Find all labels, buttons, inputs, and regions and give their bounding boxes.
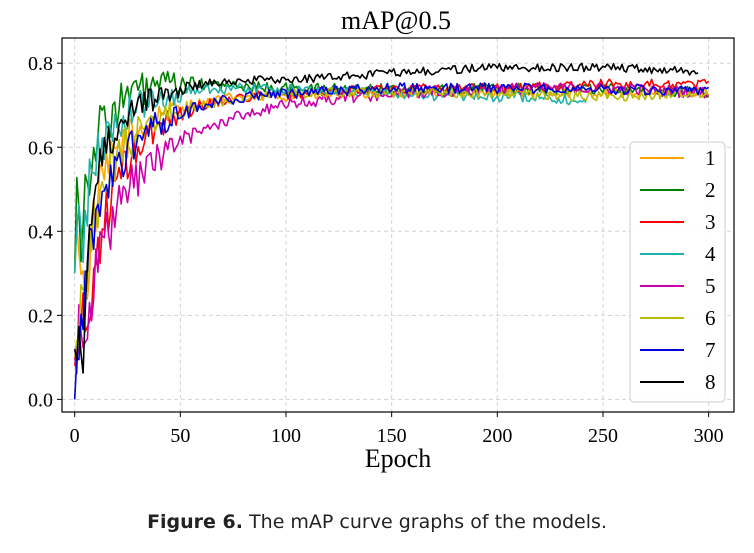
figure-caption-label: Figure 6. <box>147 511 243 533</box>
series-layer <box>73 62 710 400</box>
chart-title: mAP@0.5 <box>341 6 451 35</box>
legend-box <box>629 141 726 403</box>
series-line-7 <box>73 82 710 400</box>
legend-label-2: 2 <box>705 178 716 202</box>
x-tick-label-2: 100 <box>271 425 301 447</box>
y-tick-label-3: 0.6 <box>28 137 53 159</box>
plot-frame <box>61 37 735 413</box>
legend-label-8: 8 <box>705 370 716 394</box>
legend-label-5: 5 <box>705 274 716 298</box>
legend-label-7: 7 <box>705 338 716 362</box>
x-tick-label-3: 150 <box>377 425 407 447</box>
legend-label-6: 6 <box>705 306 716 330</box>
map-chart: mAP@0.5 0 50 100 150 200 250 300 0.00.20.40.60… <box>28 6 735 473</box>
x-tick-label-6: 300 <box>694 425 724 447</box>
series-line-8 <box>73 62 699 374</box>
figure-caption-text: The mAP curve graphs of the models. <box>243 511 607 533</box>
x-axis-label: Epoch <box>365 444 431 473</box>
x-tick-label-4: 200 <box>482 425 512 447</box>
y-axis-ticks: 0.0 0.2 0.4 0.6 0.8 <box>28 53 62 411</box>
legend-label-1: 1 <box>705 146 716 170</box>
x-axis-ticks: 0 50 100 150 200 250 300 <box>70 412 724 447</box>
chart-legend: 1 2 3 4 5 6 7 8 <box>629 141 726 403</box>
y-tick-label-2: 0.4 <box>28 221 53 243</box>
y-tick-label-4: 0.8 <box>28 53 53 75</box>
series-line-3 <box>73 78 710 366</box>
y-tick-label-1: 0.2 <box>28 305 53 327</box>
y-tick-label-0: 0.0 <box>28 389 53 411</box>
legend-label-4: 4 <box>705 242 716 266</box>
legend-label-3: 3 <box>705 210 716 234</box>
figure-caption: Figure 6. The mAP curve graphs of the mo… <box>0 511 754 533</box>
x-tick-label-0: 0 <box>70 425 80 447</box>
x-tick-label-1: 50 <box>170 425 190 447</box>
x-tick-label-5: 250 <box>588 425 618 447</box>
